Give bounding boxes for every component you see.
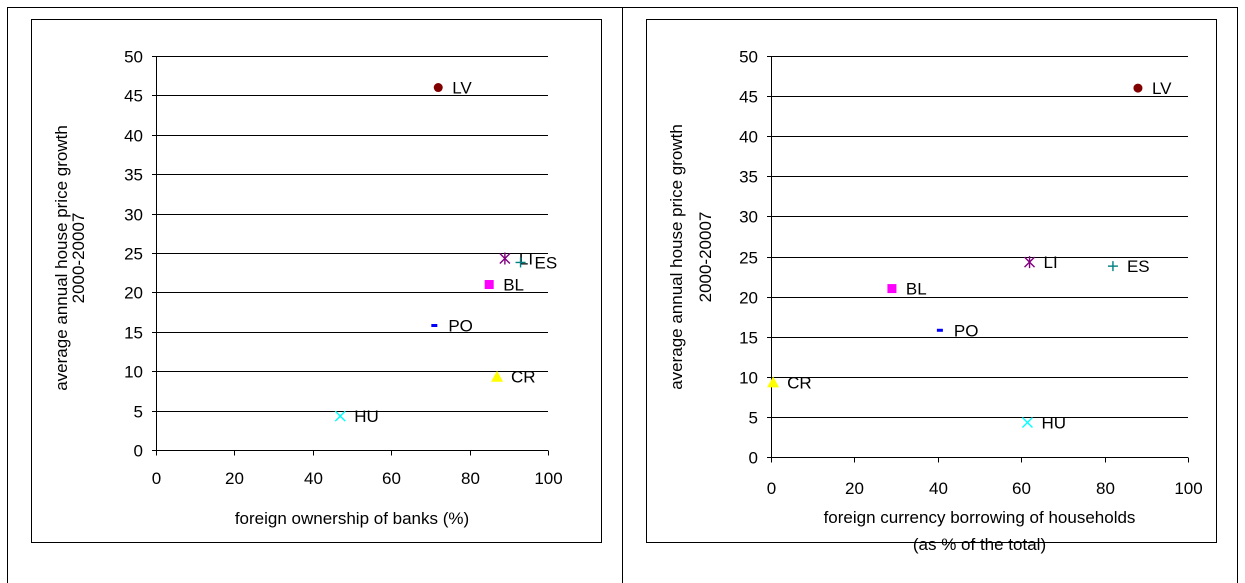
- y-tick-label: 0: [749, 449, 758, 468]
- point-marker-x: [1021, 417, 1033, 429]
- data-label: HU: [1041, 414, 1066, 433]
- data-label: ES: [535, 253, 558, 272]
- y-tick-label: 30: [739, 208, 758, 227]
- y-tick-label: 20: [739, 289, 758, 308]
- y-tick-label: 35: [739, 168, 758, 187]
- x-tick-label: 60: [382, 469, 401, 488]
- x-tick-label: 40: [304, 469, 323, 488]
- y-tick-label: 0: [134, 442, 143, 461]
- y-tick-label: 35: [124, 166, 143, 185]
- x-tick-label: 80: [1096, 479, 1115, 498]
- scatter-chart-left: 0 5 10 15 20 25 30 35 40 45 50 0 20 40 60 80 100 foreign …: [52, 48, 563, 529]
- chart-frame-left: [31, 19, 602, 543]
- x-axis-title: foreign currency borrowing of households: [824, 508, 1136, 527]
- data-label: PO: [954, 321, 979, 340]
- x-axis-title: (as % of the total): [913, 535, 1046, 554]
- x-tick-label: 100: [534, 469, 562, 488]
- y-tick-label: 40: [124, 127, 143, 146]
- y-tick-label: 5: [134, 403, 143, 422]
- data-label: PO: [448, 316, 473, 335]
- x-tick-label: 0: [767, 479, 776, 498]
- y-tick-label: 45: [124, 87, 143, 106]
- data-label: LV: [452, 79, 472, 98]
- point-marker-square: [484, 280, 494, 290]
- data-label: ES: [1127, 257, 1150, 276]
- x-stroke: [334, 410, 346, 422]
- data-label: HU: [354, 407, 379, 426]
- data-label: CR: [787, 373, 812, 392]
- point-marker-star: [499, 252, 511, 265]
- y-tick-label: 30: [124, 206, 143, 225]
- chart-frame-right: [646, 19, 1217, 543]
- y-tick-label: 20: [124, 284, 143, 303]
- x-tick-label: 40: [929, 479, 948, 498]
- x-tick-label: 100: [1174, 479, 1202, 498]
- y-axis-title: average annual house price growth: [667, 124, 686, 390]
- data-label: BL: [503, 276, 524, 295]
- point-marker-triangle: [491, 370, 504, 382]
- data-label: LI: [1044, 253, 1058, 272]
- scatter-chart-right: 0 5 10 15 20 25 30 35 40 45 50 0 20 40 60 80 100 foreign …: [667, 48, 1203, 555]
- x-axis-title: foreign ownership of banks (%): [235, 509, 469, 528]
- point-marker-plus: [515, 257, 526, 268]
- y-axis-title: 2000-20007: [696, 212, 715, 303]
- point-marker-circle: [1133, 83, 1143, 93]
- y-tick-label: 10: [739, 369, 758, 388]
- point-marker-plus: [1107, 261, 1118, 272]
- y-tick-label: 15: [739, 329, 758, 348]
- y-axis-title: 2000-20007: [69, 213, 88, 304]
- data-label: LV: [1152, 79, 1172, 98]
- x-tick-label: 60: [1012, 479, 1031, 498]
- data-label: CR: [511, 368, 536, 387]
- y-tick-label: 5: [749, 409, 758, 428]
- data-label: BL: [906, 280, 927, 299]
- point-marker-square: [887, 284, 897, 294]
- y-axis-title: average annual house price growth: [52, 125, 71, 391]
- x-stroke: [1021, 417, 1033, 429]
- x-tick-label: 0: [152, 469, 161, 488]
- y-tick-label: 25: [124, 245, 143, 264]
- data-label: LI: [519, 250, 533, 269]
- y-tick-label: 45: [739, 88, 758, 107]
- y-tick-label: 40: [739, 128, 758, 147]
- y-tick-label: 25: [739, 249, 758, 268]
- point-marker-circle: [433, 83, 443, 93]
- point-marker-triangle: [767, 376, 780, 388]
- x-tick-label: 80: [461, 469, 480, 488]
- y-tick-label: 10: [124, 363, 143, 382]
- point-marker-x: [334, 410, 346, 422]
- y-tick-label: 15: [124, 324, 143, 343]
- y-tick-label: 50: [739, 48, 758, 67]
- y-tick-label: 50: [124, 48, 143, 67]
- x-tick-label: 20: [845, 479, 864, 498]
- point-marker-star: [1024, 256, 1036, 269]
- x-tick-label: 20: [225, 469, 244, 488]
